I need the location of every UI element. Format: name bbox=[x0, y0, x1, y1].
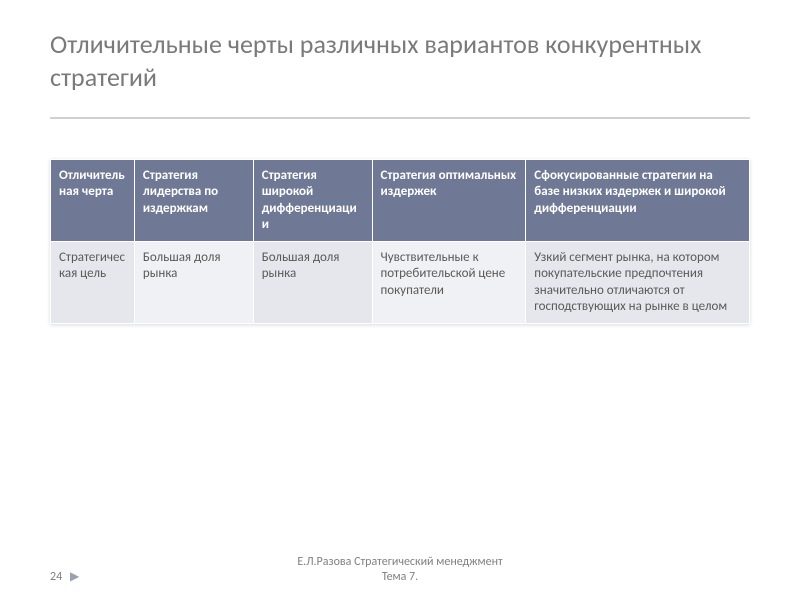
slide-footer: 24 ▶ Е.Л.Разова Стратегический менеджмен… bbox=[0, 555, 800, 584]
table-cell: Стратегическая цель bbox=[51, 242, 135, 324]
slide-title: Отличительные черты различных вариантов … bbox=[50, 28, 750, 93]
col-header: Стратегия широкой дифференциации bbox=[253, 160, 372, 242]
footer-arrow-icon: ▶ bbox=[70, 569, 79, 584]
col-header: Стратегия оптимальных издержек bbox=[372, 160, 526, 242]
strategy-table-wrap: Отличительная черта Стратегия лидерства … bbox=[50, 159, 750, 324]
title-rule bbox=[50, 117, 750, 119]
footer-line-2: Тема 7. bbox=[382, 570, 418, 584]
table-cell: Большая доля рынка bbox=[253, 242, 372, 324]
col-header: Стратегия лидерства по издержкам bbox=[134, 160, 253, 242]
strategy-table: Отличительная черта Стратегия лидерства … bbox=[50, 159, 750, 324]
page-number: 24 bbox=[50, 570, 62, 584]
table-cell: Чувствительные к потребительской цене по… bbox=[372, 242, 526, 324]
slide: Отличительные черты различных вариантов … bbox=[0, 0, 800, 600]
col-header: Сфокусированные стратегии на базе низких… bbox=[526, 160, 750, 242]
table-row: Стратегическая цель Большая доля рынка Б… bbox=[51, 242, 750, 324]
table-cell: Узкий сегмент рынка, на котором покупате… bbox=[526, 242, 750, 324]
table-cell: Большая доля рынка bbox=[134, 242, 253, 324]
col-header: Отличительная черта bbox=[51, 160, 135, 242]
footer-text: Е.Л.Разова Стратегический менеджмент Тем… bbox=[50, 555, 750, 584]
table-header-row: Отличительная черта Стратегия лидерства … bbox=[51, 160, 750, 242]
footer-line-1: Е.Л.Разова Стратегический менеджмент bbox=[297, 555, 502, 569]
